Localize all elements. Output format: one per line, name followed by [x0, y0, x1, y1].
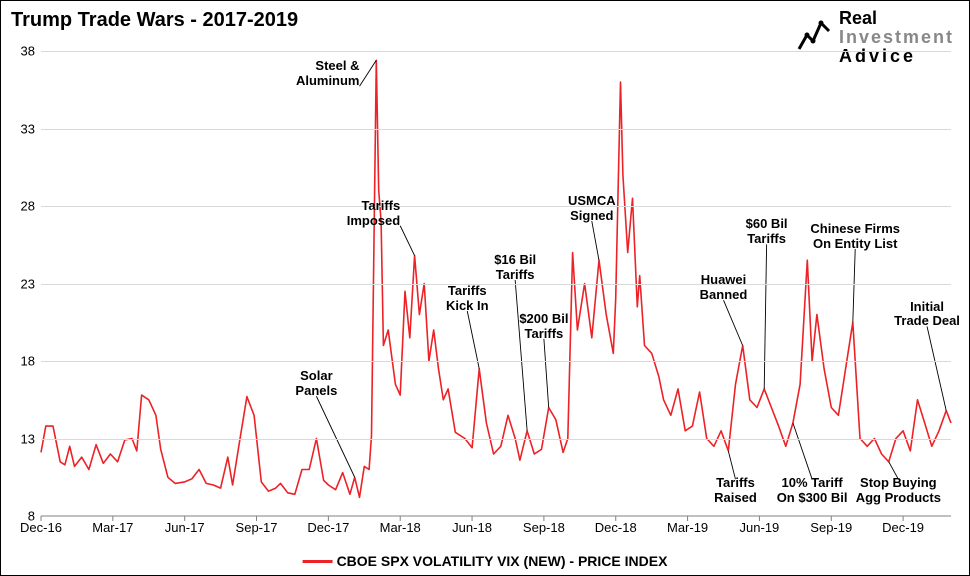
annotation: SolarPanels: [295, 369, 337, 399]
annotation: $200 BilTariffs: [519, 312, 568, 342]
annotation: TariffsImposed: [347, 199, 400, 229]
chart-container: Trump Trade Wars - 2017-2019 Real Invest…: [0, 0, 970, 576]
x-tick-label: Jun-18: [452, 520, 492, 535]
y-tick-label: 18: [21, 354, 35, 369]
x-tick-label: Jun-19: [740, 520, 780, 535]
x-tick-label: Mar-18: [380, 520, 421, 535]
annotation: HuaweiBanned: [700, 273, 748, 303]
chart-title: Trump Trade Wars - 2017-2019: [11, 9, 298, 32]
annotation: USMCASigned: [568, 194, 616, 224]
gridline: [41, 439, 951, 440]
gridline: [41, 206, 951, 207]
legend-swatch: [303, 560, 333, 563]
logo-text-1: Real: [839, 8, 877, 28]
y-tick-label: 38: [21, 44, 35, 59]
gridline: [41, 284, 951, 285]
plot-area: 8131823283338Dec-16Mar-17Jun-17Sep-17Dec…: [41, 51, 951, 516]
annotation: $16 BilTariffs: [494, 253, 536, 283]
annotation: 10% TariffOn $300 Bil: [777, 476, 848, 506]
annotation: Steel &Aluminum: [296, 59, 360, 89]
annotation: InitialTrade Deal: [894, 300, 960, 330]
legend-label: CBOE SPX VOLATILITY VIX (NEW) - PRICE IN…: [337, 553, 668, 569]
annotation: Chinese FirmsOn Entity List: [810, 222, 900, 252]
logo-text-2: Investment: [839, 27, 954, 47]
annotation: TariffsRaised: [714, 476, 757, 506]
gridline: [41, 51, 951, 52]
x-tick-label: Mar-17: [92, 520, 133, 535]
x-tick-label: Jun-17: [165, 520, 205, 535]
x-tick-label: Dec-18: [595, 520, 637, 535]
annotation: $60 BilTariffs: [746, 217, 788, 247]
x-tick-label: Dec-19: [882, 520, 924, 535]
annotation: TariffsKick In: [446, 284, 489, 314]
x-tick-label: Sep-19: [810, 520, 852, 535]
annotation: Stop BuyingAgg Products: [856, 476, 941, 506]
x-tick-label: Sep-17: [236, 520, 278, 535]
x-tick-label: Dec-16: [20, 520, 62, 535]
gridline: [41, 129, 951, 130]
x-tick-label: Sep-18: [523, 520, 565, 535]
gridline: [41, 361, 951, 362]
legend: CBOE SPX VOLATILITY VIX (NEW) - PRICE IN…: [303, 553, 668, 569]
logo-icon: [797, 9, 831, 55]
x-tick-label: Mar-19: [667, 520, 708, 535]
x-tick-label: Dec-17: [307, 520, 349, 535]
y-tick-label: 28: [21, 199, 35, 214]
y-tick-label: 23: [21, 276, 35, 291]
y-tick-label: 33: [21, 121, 35, 136]
y-tick-label: 13: [21, 431, 35, 446]
